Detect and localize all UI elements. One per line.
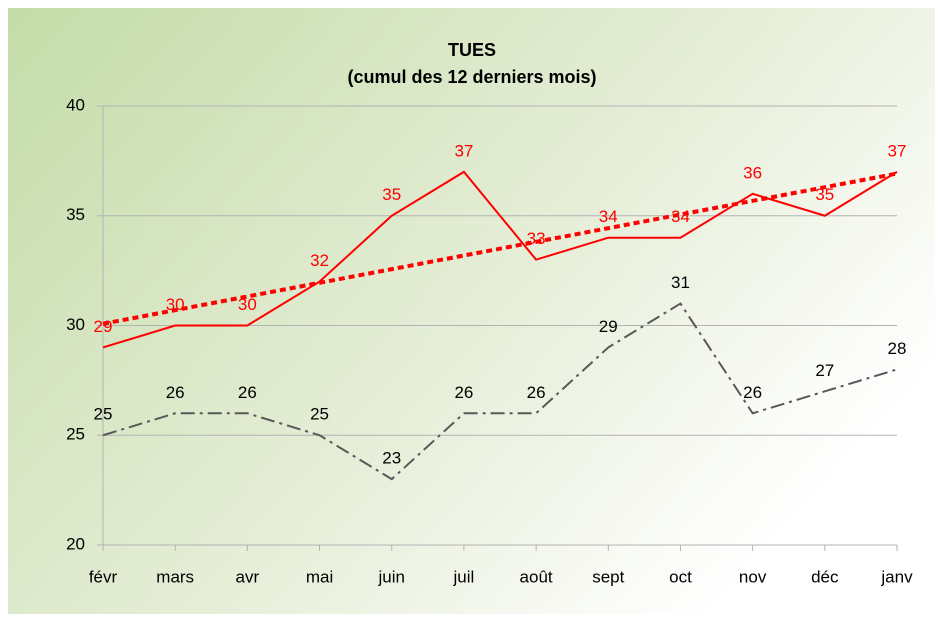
data-label: 34 (599, 207, 618, 226)
x-tick-label: mai (306, 567, 333, 586)
chart-title: TUES (448, 40, 496, 60)
y-tick-label: 35 (66, 205, 85, 224)
x-tick-label: sept (592, 567, 624, 586)
y-tick-label: 25 (66, 425, 85, 444)
data-label: 29 (94, 317, 113, 336)
x-tick-label: févr (89, 567, 118, 586)
y-tick-label: 20 (66, 534, 85, 553)
data-label: 25 (310, 405, 329, 424)
x-tick-label: juin (377, 567, 404, 586)
data-label: 26 (238, 383, 257, 402)
data-label: 30 (238, 295, 257, 314)
x-tick-label: déc (811, 567, 839, 586)
x-tick-label: avr (236, 567, 260, 586)
y-tick-label: 30 (66, 315, 85, 334)
data-label: 34 (671, 207, 690, 226)
data-label: 30 (166, 295, 185, 314)
data-label: 26 (454, 383, 473, 402)
chart-subtitle: (cumul des 12 derniers mois) (347, 67, 596, 87)
data-label: 37 (454, 141, 473, 160)
data-label: 32 (310, 251, 329, 270)
x-tick-label: oct (669, 567, 692, 586)
series-line (102, 170, 898, 349)
data-label: 35 (815, 185, 834, 204)
x-tick-label: nov (739, 567, 767, 586)
background (8, 8, 935, 614)
x-tick-label: juil (453, 567, 475, 586)
x-tick-label: mars (156, 567, 194, 586)
data-label: 29 (599, 317, 618, 336)
data-label: 36 (743, 163, 762, 182)
data-label: 23 (382, 449, 401, 468)
x-tick-label: janv (880, 567, 913, 586)
data-label: 35 (382, 185, 401, 204)
data-label: 27 (815, 361, 834, 380)
x-tick-label: août (520, 567, 553, 586)
y-tick-label: 40 (66, 95, 85, 114)
data-label: 28 (888, 339, 907, 358)
data-label: 26 (743, 383, 762, 402)
data-label: 37 (888, 141, 907, 160)
data-label: 31 (671, 273, 690, 292)
data-label: 26 (166, 383, 185, 402)
series-line (102, 302, 898, 481)
data-label: 25 (94, 405, 113, 424)
trend-line (102, 171, 898, 326)
data-label: 26 (527, 383, 546, 402)
data-label: 33 (527, 229, 546, 248)
